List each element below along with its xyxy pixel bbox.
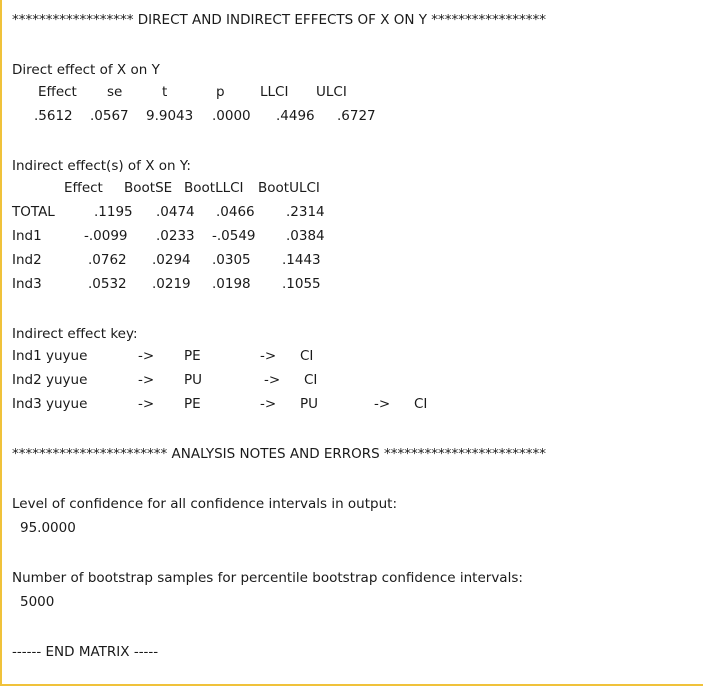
direct-header-t: t	[162, 84, 168, 100]
key-path-start: Ind3 yuyue	[12, 396, 88, 412]
direct-value-se: .0567	[90, 108, 129, 124]
indirect-row-bootse: .0294	[152, 252, 191, 268]
indirect-row-bootulci: .1055	[282, 276, 321, 292]
indirect-row-effect: .0532	[88, 276, 127, 292]
direct-value-ulci: .6727	[337, 108, 376, 124]
key-arrow: ->	[264, 372, 281, 388]
indirect-effect-title: Indirect effect(s) of X on Y:	[12, 158, 191, 174]
indirect-row-bootllci: .0466	[216, 204, 255, 220]
indirect-row-bootulci: .2314	[286, 204, 325, 220]
indirect-row-bootulci: .0384	[286, 228, 325, 244]
key-path-start: Ind2 yuyue	[12, 372, 88, 388]
indirect-row-bootulci: .1443	[282, 252, 321, 268]
end-matrix-marker: ------ END MATRIX -----	[12, 644, 159, 660]
direct-header-se: se	[107, 84, 123, 100]
direct-value-t: 9.9043	[146, 108, 194, 124]
key-node: PU	[300, 396, 319, 412]
indirect-header-bootse: BootSE	[124, 180, 173, 196]
indirect-row-label: Ind2	[12, 252, 42, 268]
indirect-row-bootllci: -.0549	[212, 228, 256, 244]
bootstrap-value: 5000	[20, 594, 55, 610]
direct-header-effect: Effect	[38, 84, 77, 100]
indirect-row-bootse: .0219	[152, 276, 191, 292]
indirect-header-effect: Effect	[64, 180, 103, 196]
key-node: PE	[184, 396, 201, 412]
key-arrow: ->	[138, 372, 155, 388]
key-arrow: ->	[260, 396, 277, 412]
key-node: PE	[184, 348, 201, 364]
confidence-value: 95.0000	[20, 520, 76, 536]
indirect-row-effect: .1195	[94, 204, 133, 220]
direct-effect-title: Direct effect of X on Y	[12, 62, 160, 78]
direct-header-ulci: ULCI	[316, 84, 347, 100]
direct-value-p: .0000	[212, 108, 251, 124]
direct-value-effect: .5612	[34, 108, 73, 124]
indirect-key-title: Indirect effect key:	[12, 326, 138, 342]
indirect-row-bootse: .0233	[156, 228, 195, 244]
key-node: CI	[304, 372, 318, 388]
key-arrow: ->	[260, 348, 277, 364]
indirect-header-bootulci: BootULCI	[258, 180, 320, 196]
bootstrap-label: Number of bootstrap samples for percenti…	[12, 570, 523, 586]
indirect-header-bootllci: BootLLCI	[184, 180, 244, 196]
indirect-row-effect: -.0099	[84, 228, 128, 244]
key-arrow: ->	[374, 396, 391, 412]
indirect-row-label: Ind3	[12, 276, 42, 292]
indirect-row-bootllci: .0198	[212, 276, 251, 292]
key-arrow: ->	[138, 396, 155, 412]
indirect-row-bootllci: .0305	[212, 252, 251, 268]
indirect-row-label: TOTAL	[12, 204, 55, 220]
key-node: CI	[300, 348, 314, 364]
indirect-row-effect: .0762	[88, 252, 127, 268]
indirect-row-bootse: .0474	[156, 204, 195, 220]
direct-value-llci: .4496	[276, 108, 315, 124]
key-path-start: Ind1 yuyue	[12, 348, 88, 364]
direct-header-llci: LLCI	[260, 84, 289, 100]
key-node: CI	[414, 396, 428, 412]
indirect-row-label: Ind1	[12, 228, 42, 244]
confidence-label: Level of confidence for all confidence i…	[12, 496, 398, 512]
key-arrow: ->	[138, 348, 155, 364]
notes-section-header: *********************** ANALYSIS NOTES A…	[12, 446, 547, 462]
direct-header-p: p	[216, 84, 225, 100]
key-node: PU	[184, 372, 203, 388]
effects-section-header: ****************** DIRECT AND INDIRECT E…	[12, 12, 547, 28]
